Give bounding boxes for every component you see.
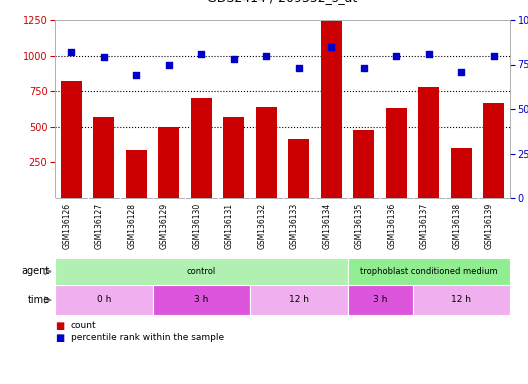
Bar (288, 139, 309, 198)
Bar (126, 150, 147, 198)
Text: 12 h: 12 h (289, 296, 309, 305)
Text: GSM136139: GSM136139 (485, 203, 494, 249)
Point (489, 53, 498, 59)
Point (132, 72, 140, 78)
Bar (250, 285, 347, 315)
Bar (483, 103, 504, 198)
Text: GSM136133: GSM136133 (290, 203, 299, 249)
Bar (320, 22, 342, 198)
Text: GSM136134: GSM136134 (322, 203, 331, 249)
Bar (191, 98, 212, 198)
Text: GDS2414 / 209352_s_at: GDS2414 / 209352_s_at (208, 0, 357, 4)
Point (295, 65, 303, 71)
Bar (256, 107, 277, 198)
Point (425, 51, 433, 57)
Text: control: control (186, 267, 216, 276)
Text: agent: agent (22, 266, 50, 276)
Text: GSM136126: GSM136126 (62, 203, 71, 249)
Bar (347, 258, 510, 285)
Point (230, 56, 238, 62)
Bar (347, 285, 412, 315)
Point (392, 53, 400, 59)
Bar (385, 108, 407, 198)
Bar (153, 285, 250, 315)
Point (262, 53, 270, 59)
Bar (93, 117, 115, 198)
Bar (412, 285, 510, 315)
Bar (451, 148, 472, 198)
Point (165, 61, 173, 68)
Text: GSM136132: GSM136132 (257, 203, 266, 249)
Bar (223, 117, 244, 198)
Text: time: time (27, 295, 50, 305)
Text: GSM136130: GSM136130 (192, 203, 201, 249)
Point (457, 69, 466, 75)
Bar (61, 81, 82, 198)
Text: percentile rank within the sample: percentile rank within the sample (71, 333, 224, 343)
Text: 3 h: 3 h (194, 296, 209, 305)
Text: trophoblast conditioned medium: trophoblast conditioned medium (360, 267, 497, 276)
Bar (418, 87, 439, 198)
Text: GSM136131: GSM136131 (225, 203, 234, 249)
Text: 0 h: 0 h (97, 296, 111, 305)
Text: GSM136138: GSM136138 (452, 203, 461, 249)
Point (67, 49, 76, 55)
Text: ■: ■ (55, 333, 64, 343)
Bar (158, 127, 180, 198)
Bar (353, 130, 374, 198)
Text: GSM136128: GSM136128 (127, 203, 136, 249)
Text: count: count (71, 321, 97, 331)
Text: ■: ■ (55, 321, 64, 331)
Bar (55, 258, 347, 285)
Text: GSM136135: GSM136135 (355, 203, 364, 249)
Point (360, 65, 368, 71)
Point (327, 44, 335, 50)
Point (99, 54, 108, 60)
Bar (55, 285, 153, 315)
Text: GSM136137: GSM136137 (420, 203, 429, 249)
Text: 3 h: 3 h (373, 296, 387, 305)
Text: GSM136127: GSM136127 (95, 203, 103, 249)
Text: 12 h: 12 h (451, 296, 472, 305)
Point (197, 51, 205, 57)
Text: GSM136136: GSM136136 (387, 203, 396, 249)
Text: GSM136129: GSM136129 (160, 203, 169, 249)
